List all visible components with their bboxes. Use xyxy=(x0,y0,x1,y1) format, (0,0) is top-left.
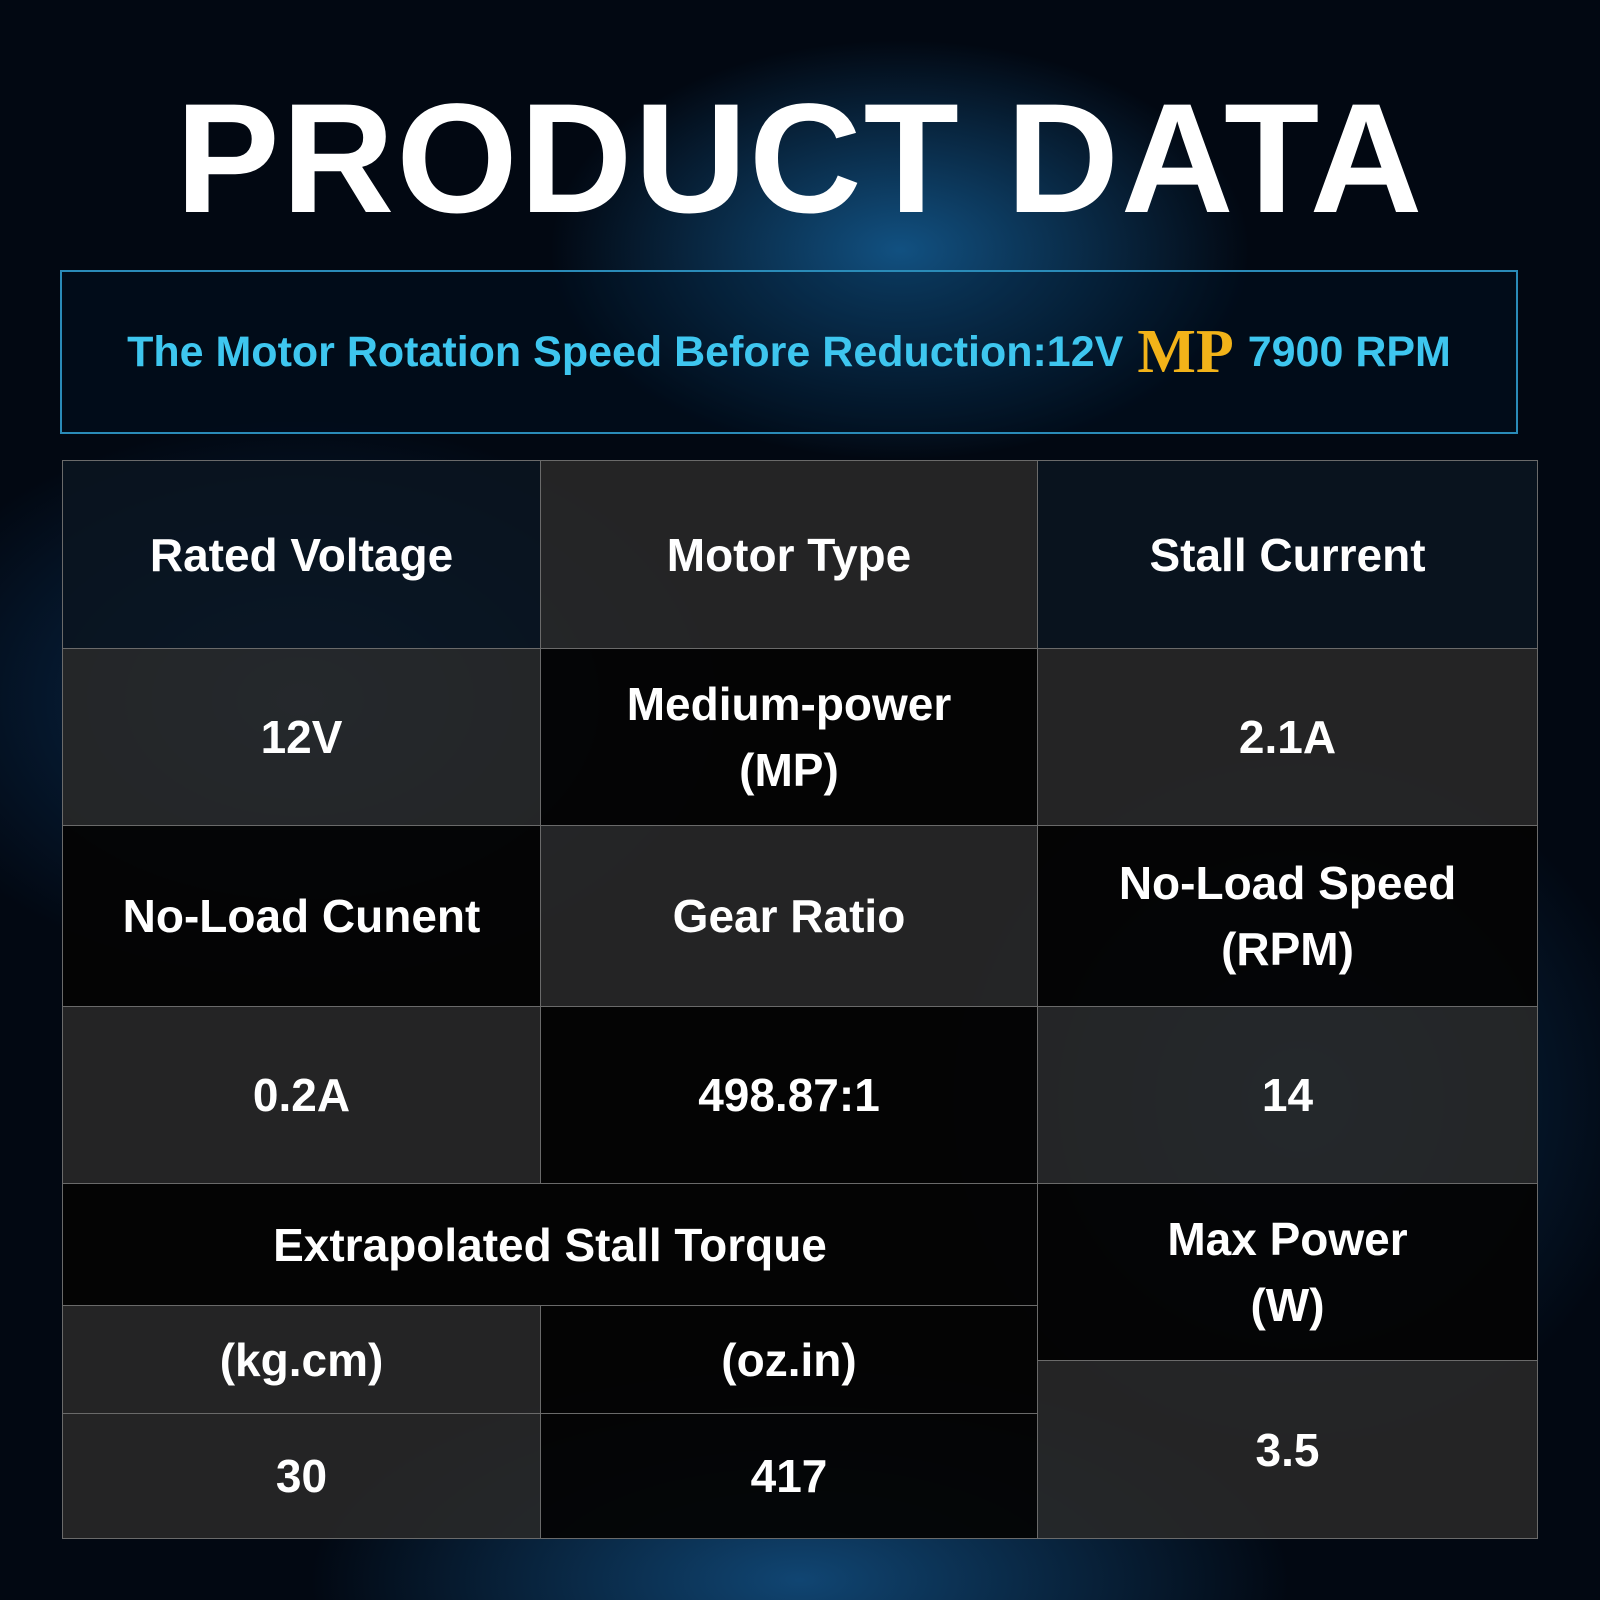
cell-text: No-Load Speed (RPM) xyxy=(1118,857,1457,975)
table-cell: Extrapolated Stall Torque xyxy=(62,1183,1038,1306)
table-cell: 30 xyxy=(62,1413,541,1539)
table-cell: Medium-power (MP) xyxy=(540,648,1038,826)
table-cell: 2.1A xyxy=(1037,648,1538,826)
table-cell: (oz.in) xyxy=(540,1305,1038,1414)
cell-text: Gear Ratio xyxy=(672,890,906,942)
banner-text: The Motor Rotation Speed Before Reductio… xyxy=(127,327,1124,376)
table-cell: No-Load Cunent xyxy=(62,825,541,1007)
cell-text: Extrapolated Stall Torque xyxy=(273,1218,827,1271)
table-cell: 498.87:1 xyxy=(540,1006,1038,1184)
table-cell: Rated Voltage xyxy=(62,460,541,649)
cell-text: 498.87:1 xyxy=(698,1069,880,1121)
cell-text: Rated Voltage xyxy=(149,528,454,581)
banner: The Motor Rotation Speed Before Reductio… xyxy=(60,270,1518,434)
cell-text: 3.5 xyxy=(1255,1423,1320,1476)
banner-highlight: MP xyxy=(1137,317,1234,386)
cell-text: Medium-power (MP) xyxy=(626,678,952,796)
cell-text: 12V xyxy=(260,711,343,763)
table-cell: 0.2A xyxy=(62,1006,541,1184)
table-cell: Motor Type xyxy=(540,460,1038,649)
table-cell: 14 xyxy=(1037,1006,1538,1184)
cell-text: Motor Type xyxy=(666,528,912,581)
table-cell: No-Load Speed (RPM) xyxy=(1037,825,1538,1007)
cell-text: (kg.cm) xyxy=(219,1333,384,1386)
banner-suffix: 7900 RPM xyxy=(1247,327,1451,376)
cell-text: Stall Current xyxy=(1149,528,1426,581)
cell-text: (oz.in) xyxy=(721,1333,857,1386)
table-cell: 3.5 xyxy=(1037,1360,1538,1539)
table-cell: 417 xyxy=(540,1413,1038,1539)
cell-text: 30 xyxy=(275,1450,328,1502)
cell-text: Max Power (W) xyxy=(1167,1213,1408,1331)
table-cell: 12V xyxy=(62,648,541,826)
table-cell: Max Power (W) xyxy=(1037,1183,1538,1361)
table-cell: (kg.cm) xyxy=(62,1305,541,1414)
table-cell: Gear Ratio xyxy=(540,825,1038,1007)
cell-text: 14 xyxy=(1261,1069,1314,1121)
title: PRODUCT DATA xyxy=(175,72,1425,246)
cell-text: 2.1A xyxy=(1238,711,1337,763)
table-cell: Stall Current xyxy=(1037,460,1538,649)
cell-text: 417 xyxy=(750,1450,828,1502)
cell-text: No-Load Cunent xyxy=(122,890,481,942)
cell-text: 0.2A xyxy=(252,1069,351,1121)
